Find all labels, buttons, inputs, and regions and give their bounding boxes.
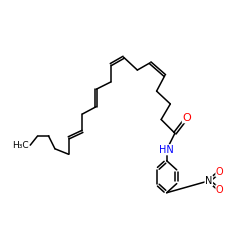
Text: O: O xyxy=(216,185,224,195)
Text: H₃C: H₃C xyxy=(12,141,28,150)
Text: N: N xyxy=(205,176,212,186)
Text: HN: HN xyxy=(159,145,174,155)
Text: O: O xyxy=(216,167,224,177)
Text: O: O xyxy=(182,113,191,123)
